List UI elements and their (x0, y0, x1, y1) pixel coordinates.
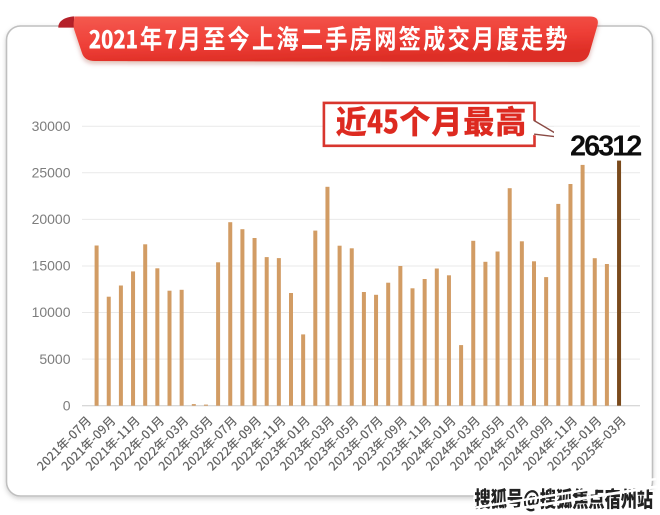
svg-text:30000: 30000 (32, 118, 71, 134)
svg-text:26312: 26312 (570, 131, 641, 163)
svg-text:5000: 5000 (39, 351, 70, 367)
svg-text:10000: 10000 (32, 304, 71, 320)
svg-text:15000: 15000 (32, 258, 71, 274)
svg-text:26312: 26312 (570, 131, 641, 163)
svg-text:20000: 20000 (32, 211, 71, 227)
svg-text:0: 0 (63, 397, 71, 413)
svg-text:25000: 25000 (32, 165, 71, 181)
